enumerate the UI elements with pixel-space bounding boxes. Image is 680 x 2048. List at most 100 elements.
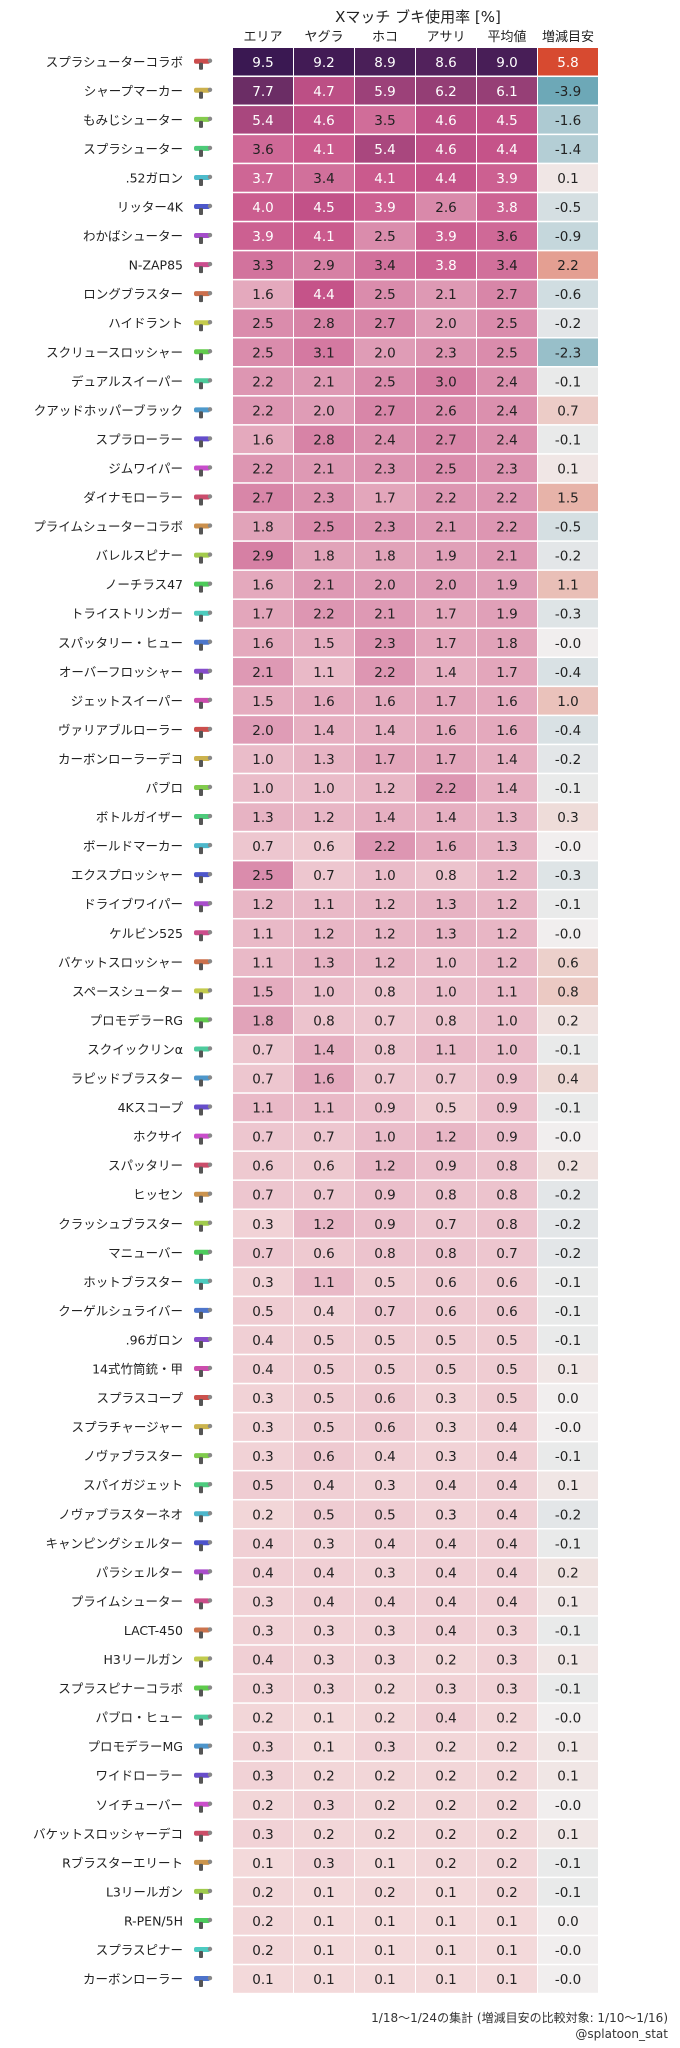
mini-splatling-icon [194, 1946, 213, 1958]
tenta-brella-icon [194, 1540, 213, 1552]
usage-cell [355, 1791, 415, 1819]
usage-value-label: 1.0 [496, 1042, 517, 1058]
usage-value-label: 3.1 [313, 345, 334, 361]
change-value-label: 0.8 [557, 984, 578, 1000]
usage-value-label: 1.7 [435, 636, 456, 652]
usage-value-label: 0.3 [496, 1682, 517, 1698]
usage-cell [233, 774, 293, 802]
usage-value-label: 2.7 [435, 432, 456, 448]
weapon-row: トライストリンガー 1.7 2.2 2.1 1.7 1.9 -0.3 [71, 599, 598, 628]
dapple-dualies-icon [194, 1162, 213, 1174]
change-cell [538, 1326, 598, 1354]
change-value-label: -0.0 [555, 1130, 581, 1146]
usage-cell [355, 1442, 415, 1470]
weapon-name: スクリュースロッシャー [46, 345, 183, 360]
usage-cell [477, 1064, 537, 1093]
usage-value-label: 2.0 [313, 403, 334, 419]
usage-value-label: 0.5 [313, 1391, 334, 1407]
usage-value-label: 0.5 [435, 1101, 456, 1117]
weapon-name: わかばシューター [83, 229, 183, 244]
usage-cell [477, 396, 537, 425]
ballpoint-splatling-icon [194, 1307, 213, 1319]
usage-value-label: 0.3 [313, 1798, 334, 1814]
change-value-label: -0.1 [555, 897, 581, 913]
weapon-name: スパッタリー・ヒュー [58, 635, 183, 650]
usage-cell [233, 396, 293, 425]
usage-value-label: 0.5 [374, 1275, 395, 1291]
usage-cell [477, 367, 537, 396]
weapon-name: エクスプロッシャー [71, 868, 183, 883]
usage-value-label: 4.5 [313, 200, 334, 216]
usage-value-label: 1.2 [496, 897, 517, 913]
usage-cell [294, 425, 354, 454]
weapon-name: プロモデラーMG [88, 1739, 183, 1754]
usage-cell [233, 280, 293, 308]
usage-value-label: 1.2 [496, 955, 517, 971]
weapon-name: ボールドマーカー [83, 839, 183, 854]
usage-value-label: 5.4 [252, 113, 273, 129]
hydra-splatling-icon [194, 320, 213, 332]
usage-value-label: 0.4 [252, 1536, 273, 1552]
usage-value-label: 1.0 [435, 984, 456, 1000]
usage-value-label: 0.3 [496, 1653, 517, 1669]
change-value-label: 0.1 [557, 1827, 578, 1843]
usage-value-label: 0.3 [374, 1740, 395, 1756]
change-value-label: -0.1 [555, 1333, 581, 1349]
usage-value-label: 0.7 [313, 1188, 334, 1204]
usage-value-label: 2.6 [435, 403, 456, 419]
change-cell [538, 1442, 598, 1470]
weapon-row: ノヴァブラスターネオ 0.2 0.5 0.5 0.3 0.4 -0.2 [58, 1500, 598, 1528]
usage-value-label: 0.6 [435, 1304, 456, 1320]
usage-cell [233, 1587, 293, 1616]
change-cell [538, 1355, 598, 1383]
usage-cell [233, 1878, 293, 1906]
usage-cell [294, 1878, 354, 1906]
usage-cell [416, 454, 476, 483]
usage-cell [416, 48, 476, 76]
usage-value-label: 0.2 [252, 1798, 273, 1814]
weapon-row: キャンピングシェルター 0.4 0.3 0.4 0.4 0.4 -0.1 [45, 1529, 598, 1558]
usage-cell [233, 1645, 293, 1674]
usage-cell [233, 106, 293, 134]
usage-value-label: 3.3 [252, 258, 273, 274]
usage-cell [416, 1500, 476, 1528]
usage-cell [477, 541, 537, 570]
usage-cell [294, 861, 354, 889]
classic-squiffer-icon [194, 1046, 213, 1058]
usage-cell [477, 1645, 537, 1674]
usage-value-label: 2.1 [313, 374, 334, 390]
usage-cell [416, 1180, 476, 1209]
chart-title: Xマッチ ブキ使用率 [%] [335, 8, 501, 26]
usage-cell [355, 1732, 415, 1761]
sploosh-o-matic-icon [194, 842, 213, 855]
usage-cell [294, 1500, 354, 1528]
weapon-row: クーゲルシュライバー 0.5 0.4 0.7 0.6 0.6 -0.1 [58, 1297, 598, 1325]
weapon-row: プロモデラーRG 1.8 0.8 0.7 0.8 1.0 0.2 [90, 1006, 598, 1035]
usage-cell [416, 1761, 476, 1790]
usage-cell [294, 1471, 354, 1499]
usage-value-label: 0.5 [313, 1420, 334, 1436]
usage-value-label: 1.0 [435, 955, 456, 971]
usage-cell [233, 251, 293, 279]
usage-cell [477, 251, 537, 279]
weapon-row: スクリュースロッシャー 2.5 3.1 2.0 2.3 2.5 -2.3 [46, 338, 598, 366]
usage-cell [294, 1268, 354, 1296]
column-header: 増減目安 [542, 29, 594, 45]
usage-cell [477, 716, 537, 744]
weapon-row: R-PEN/5H 0.2 0.1 0.1 0.1 0.1 0.0 [124, 1907, 598, 1935]
usage-value-label: 0.2 [435, 1653, 456, 1669]
weapon-row: プライムシューターコラボ 1.8 2.5 2.3 2.1 2.2 -0.5 [33, 512, 598, 541]
usage-cell [477, 512, 537, 541]
usage-cell [233, 1529, 293, 1558]
weapon-name: ダイナモローラー [83, 490, 183, 505]
usage-cell [416, 658, 476, 686]
change-cell [538, 396, 598, 425]
splatana-wiper-icon [194, 465, 213, 477]
usage-cell [294, 135, 354, 163]
usage-value-label: 2.1 [496, 549, 517, 565]
change-value-label: -0.2 [555, 1507, 581, 1523]
usage-cell [416, 193, 476, 221]
splattershot-nova-icon [194, 988, 213, 1000]
change-cell [538, 1907, 598, 1935]
usage-cell [477, 1907, 537, 1935]
